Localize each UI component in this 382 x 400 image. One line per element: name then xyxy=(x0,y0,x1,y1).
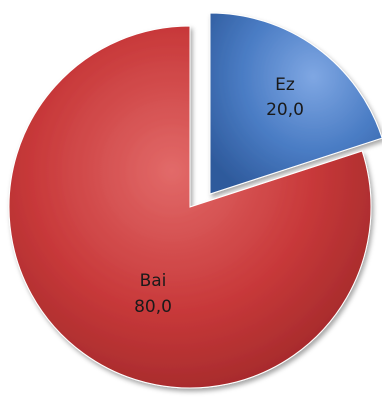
slices-layer xyxy=(8,12,382,389)
slice-label-bai-value: 80,0 xyxy=(134,297,172,317)
slice-label-ez-name: Ez xyxy=(275,75,295,95)
pie-slice-ez xyxy=(209,12,382,195)
pie-slice-bai xyxy=(8,25,372,389)
slice-label-bai-name: Bai xyxy=(140,271,167,291)
slice-label-ez-value: 20,0 xyxy=(266,100,304,120)
